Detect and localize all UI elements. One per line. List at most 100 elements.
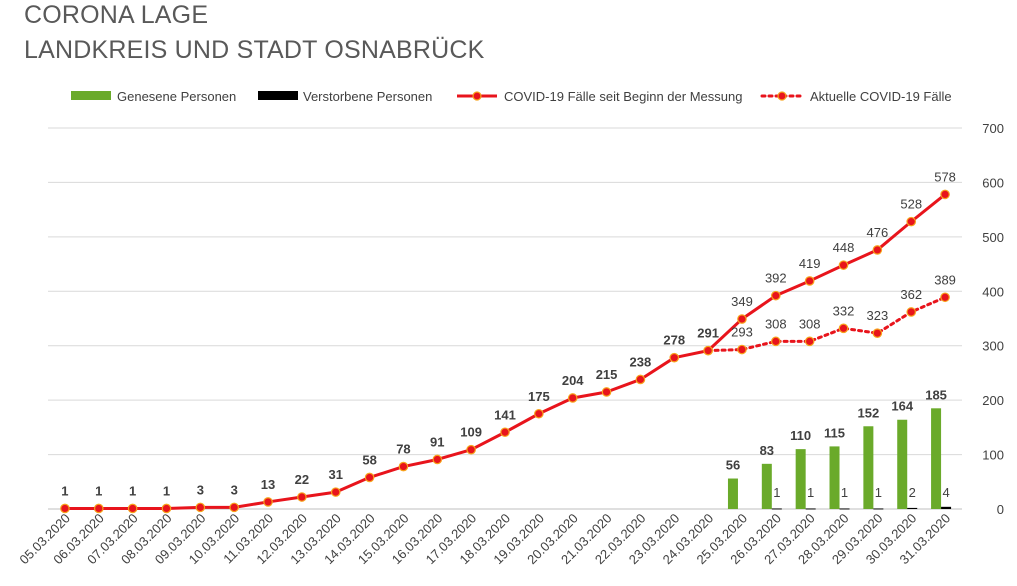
bar-label-recovered: 110 <box>790 428 811 443</box>
line-active-cases <box>706 295 947 353</box>
data-label-total-cases: 78 <box>396 442 410 457</box>
bar-recovered <box>761 463 772 509</box>
point-active-cases <box>838 323 849 334</box>
y-tick-label: 200 <box>982 393 1004 408</box>
bar-recovered <box>727 478 738 509</box>
y-tick-label: 400 <box>982 284 1004 299</box>
point-total-cases <box>60 503 70 514</box>
bar-label-deceased: 2 <box>909 485 916 500</box>
chart-title-line1: CORONA LAGE <box>24 1 209 29</box>
bar-recovered <box>863 426 874 509</box>
point-total-cases <box>534 408 544 419</box>
point-active-cases <box>804 336 815 347</box>
point-total-cases <box>263 497 273 507</box>
data-label-total-cases: 215 <box>596 367 618 382</box>
bar-label-recovered: 185 <box>925 387 947 402</box>
chart-title-line2: LANDKREIS UND STADT OSNABRÜCK <box>24 36 485 64</box>
data-label-active-cases: 323 <box>867 308 889 323</box>
point-total-cases <box>398 461 409 472</box>
point-total-cases <box>195 502 206 513</box>
legend-label-active-cases: Aktuelle COVID-19 Fälle <box>810 89 952 104</box>
point-total-cases <box>737 314 747 324</box>
bar-deceased <box>839 508 850 510</box>
line-total-cases <box>64 193 947 510</box>
bar-recovered <box>795 449 806 509</box>
data-label-total-cases: 58 <box>362 452 376 467</box>
data-label-active-cases: 308 <box>799 316 821 331</box>
point-active-cases <box>940 292 950 303</box>
bar-label-recovered: 164 <box>891 399 913 414</box>
data-label-total-cases: 91 <box>430 434 444 449</box>
data-label-total-cases: 578 <box>934 169 956 184</box>
bar-label-recovered: 115 <box>824 425 845 440</box>
point-total-cases <box>297 492 307 502</box>
data-label-total-cases: 238 <box>630 354 652 369</box>
data-label-total-cases: 1 <box>129 483 136 498</box>
bar-label-recovered: 83 <box>760 443 774 458</box>
point-total-cases <box>669 352 680 363</box>
data-label-total-cases: 31 <box>329 467 343 482</box>
point-total-cases <box>229 502 239 513</box>
bar-deceased <box>771 508 782 510</box>
data-label-total-cases: 141 <box>494 407 516 422</box>
legend-label-recovered: Genesene Personen <box>117 89 236 104</box>
data-label-total-cases: 291 <box>697 326 719 341</box>
point-active-cases <box>906 307 917 317</box>
point-total-cases <box>466 444 476 455</box>
data-label-total-cases: 204 <box>562 373 584 388</box>
y-tick-label: 0 <box>997 502 1004 517</box>
bar-label-deceased: 1 <box>841 485 848 500</box>
y-tick-label: 600 <box>982 175 1004 190</box>
bar-label-deceased: 1 <box>875 485 882 500</box>
data-label-total-cases: 13 <box>261 477 275 492</box>
bar-recovered <box>829 446 840 509</box>
data-label-active-cases: 389 <box>934 272 956 287</box>
point-total-cases <box>804 276 815 286</box>
point-total-cases <box>500 427 510 438</box>
point-total-cases <box>906 216 917 227</box>
point-total-cases <box>567 393 578 403</box>
data-label-total-cases: 419 <box>799 256 821 271</box>
y-tick-label: 700 <box>982 121 1004 136</box>
data-label-active-cases: 308 <box>765 316 787 331</box>
point-active-cases <box>737 344 747 355</box>
y-tick-label: 300 <box>982 339 1004 354</box>
data-label-total-cases: 109 <box>460 425 482 440</box>
data-label-total-cases: 448 <box>833 240 855 255</box>
y-tick-label: 100 <box>982 448 1004 463</box>
point-total-cases <box>601 387 612 397</box>
data-label-total-cases: 476 <box>867 225 889 240</box>
data-label-total-cases: 1 <box>61 483 68 498</box>
point-total-cases <box>93 503 104 514</box>
legend-marker-total-cases <box>472 91 482 101</box>
data-label-total-cases: 278 <box>663 333 685 348</box>
point-active-cases <box>872 328 883 338</box>
data-label-total-cases: 1 <box>163 483 170 498</box>
point-total-cases <box>872 245 883 255</box>
data-label-active-cases: 362 <box>900 287 922 302</box>
point-total-cases <box>127 503 138 514</box>
bar-label-deceased: 4 <box>942 485 949 500</box>
data-label-total-cases: 528 <box>900 197 922 212</box>
data-label-total-cases: 3 <box>231 482 238 497</box>
point-total-cases <box>330 487 341 497</box>
bar-deceased <box>941 506 952 509</box>
data-label-total-cases: 175 <box>528 389 550 404</box>
bar-recovered <box>897 419 908 509</box>
bar-deceased <box>805 508 816 510</box>
point-active-cases <box>703 345 713 356</box>
data-label-active-cases: 332 <box>833 303 855 318</box>
legend-label-deceased: Verstorbene Personen <box>303 89 432 104</box>
legend-swatch-deceased <box>258 91 298 100</box>
y-tick-label: 500 <box>982 230 1004 245</box>
point-total-cases <box>635 374 646 385</box>
data-label-active-cases: 293 <box>731 325 753 340</box>
bar-deceased <box>907 507 918 509</box>
point-total-cases <box>940 189 950 200</box>
data-label-total-cases: 392 <box>765 271 787 286</box>
legend-swatch-recovered <box>71 91 111 100</box>
legend-label-total-cases: COVID-19 Fälle seit Beginn der Messung <box>504 89 742 104</box>
bar-label-recovered: 56 <box>726 458 740 473</box>
bar-recovered <box>931 408 942 509</box>
